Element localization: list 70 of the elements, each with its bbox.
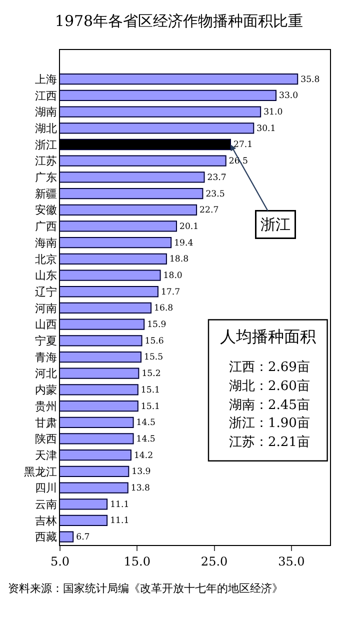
y-tick-label: 江西 <box>34 89 57 102</box>
y-tick-label: 湖北 <box>34 122 57 135</box>
annotation: 浙江 <box>260 216 290 234</box>
x-tick-label: 5.0 <box>50 554 70 568</box>
data-label: 35.8 <box>300 74 320 85</box>
y-tick-label: 内蒙 <box>34 384 57 397</box>
data-label: 15.5 <box>144 352 164 363</box>
y-tick-label: 贵州 <box>34 400 57 413</box>
y-tick-label: 天津 <box>34 448 57 462</box>
data-label: 30.1 <box>256 124 276 134</box>
annotation: 湖北：2.60亩 <box>229 378 310 394</box>
y-tick-label: 西藏 <box>34 530 57 544</box>
y-tick-label: 辽宁 <box>34 285 57 298</box>
data-label: 18.0 <box>163 271 182 281</box>
data-label: 23.5 <box>206 189 225 200</box>
data-label: 18.8 <box>169 254 189 265</box>
data-label: 31.0 <box>264 108 283 118</box>
data-label: 27.1 <box>233 140 253 150</box>
y-tick-label: 河南 <box>34 302 57 315</box>
y-tick-label: 广东 <box>34 171 57 184</box>
annotation: 浙江：1.90亩 <box>229 415 310 431</box>
data-label: 15.2 <box>142 369 161 380</box>
y-tick-label: 北京 <box>34 252 57 266</box>
data-label: 17.7 <box>160 287 180 298</box>
y-tick-label: 青海 <box>34 350 57 364</box>
y-tick-label: 上海 <box>34 72 57 86</box>
annotation: 人均播种面积 <box>220 327 316 346</box>
annotation: 江西：2.69亩 <box>229 359 310 375</box>
data-label: 19.4 <box>174 238 194 248</box>
data-label: 14.2 <box>134 450 154 461</box>
y-tick-label: 河北 <box>34 367 57 380</box>
data-label: 15.6 <box>144 336 164 346</box>
y-tick-label: 江苏 <box>34 154 57 168</box>
data-label: 14.5 <box>136 434 156 444</box>
data-label: 11.1 <box>110 516 130 526</box>
data-label: 14.5 <box>136 418 156 428</box>
chart-title: 1978年各省区经济作物播种面积比重 <box>54 12 304 30</box>
y-tick-label: 广西 <box>34 220 57 234</box>
data-label: 6.7 <box>76 532 90 543</box>
y-tick-label: 海南 <box>34 236 57 250</box>
y-tick-label: 山西 <box>34 318 57 332</box>
data-label: 33.0 <box>279 91 298 102</box>
y-tick-label: 湖南 <box>34 106 57 119</box>
y-tick-label: 安徽 <box>34 204 57 217</box>
y-tick-label: 四川 <box>34 482 57 495</box>
text: 资料来源：国家统计局编《改革开放十七年的地区经济》 <box>8 582 283 595</box>
y-tick-label: 云南 <box>34 498 57 511</box>
data-label: 15.1 <box>140 385 160 396</box>
y-tick-label: 宁夏 <box>34 334 57 348</box>
data-label: 11.1 <box>110 500 130 510</box>
data-label: 15.9 <box>147 320 166 330</box>
x-tick-label: 25.0 <box>200 554 228 568</box>
y-tick-label: 陕西 <box>34 432 57 446</box>
data-label: 16.8 <box>154 304 174 314</box>
annotation: 江苏：2.21亩 <box>229 434 310 450</box>
y-tick-label: 山东 <box>34 269 57 282</box>
data-label: 23.7 <box>207 172 226 183</box>
data-label: 22.7 <box>200 206 219 216</box>
y-tick-label: 黑龙江 <box>24 465 57 478</box>
y-tick-label: 甘肃 <box>34 416 57 430</box>
data-label: 13.9 <box>132 467 151 478</box>
annotation: 湖南：2.45亩 <box>229 397 310 413</box>
data-label: 20.1 <box>179 222 199 232</box>
y-tick-label: 新疆 <box>34 187 57 200</box>
x-tick-label: 15.0 <box>124 554 150 568</box>
x-tick-label: 35.0 <box>278 554 305 568</box>
y-tick-label: 浙江 <box>34 138 57 152</box>
data-label: 13.8 <box>130 484 150 494</box>
data-label: 15.1 <box>140 402 160 412</box>
y-tick-label: 吉林 <box>34 514 57 528</box>
